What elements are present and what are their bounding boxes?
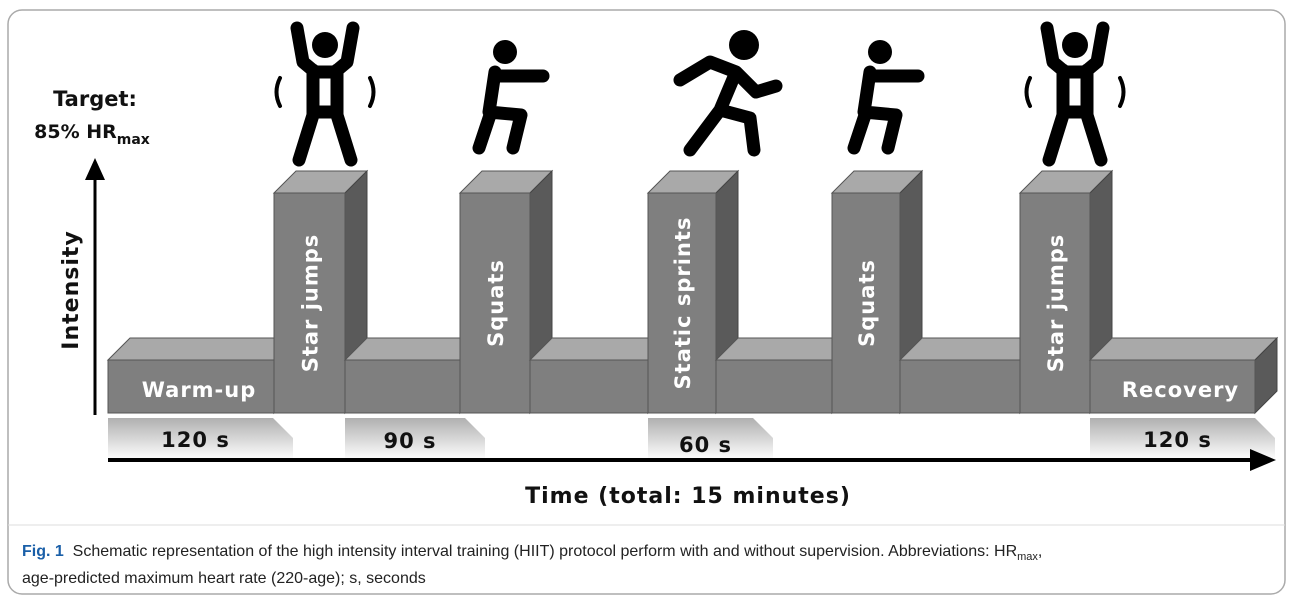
duration-band xyxy=(345,418,485,460)
frame xyxy=(7,9,1286,595)
caption-fig: Fig. 1 xyxy=(22,543,64,560)
block-front xyxy=(647,192,717,414)
icons xyxy=(274,21,1126,167)
block-front xyxy=(1019,192,1091,414)
duration-label: 120 s xyxy=(161,428,230,452)
arrow-head xyxy=(1250,449,1276,471)
block-top xyxy=(106,337,298,361)
block-front xyxy=(899,359,1021,414)
squat-icon xyxy=(472,40,550,155)
star-jump-icon xyxy=(1024,21,1126,167)
block-label: Recovery xyxy=(1122,378,1239,402)
time-label: Time (total: 15 minutes) xyxy=(525,484,851,509)
target-label: Target: xyxy=(53,87,137,111)
block-label: Static sprints xyxy=(671,217,695,390)
block-front xyxy=(1089,359,1256,414)
block-front xyxy=(273,192,346,414)
block-label: Warm-up xyxy=(142,378,257,402)
block-front xyxy=(459,192,531,414)
duration-label: 120 s xyxy=(1143,428,1212,452)
target-value: 85% HRmax xyxy=(34,121,150,148)
block-front xyxy=(344,359,461,414)
caption-line2: age-predicted maximum heart rate (220-ag… xyxy=(22,570,426,588)
caption-text-end: , xyxy=(1037,543,1043,560)
caption-text: Schematic representation of the high int… xyxy=(72,543,1018,560)
duration-band xyxy=(648,418,773,460)
block-top xyxy=(1088,337,1279,361)
intensity-label: Intensity xyxy=(59,230,84,349)
squat-icon xyxy=(847,40,925,155)
target-value-text: 85% HR xyxy=(34,121,117,143)
caption: Fig. 1 Schematic representation of the h… xyxy=(22,541,1272,590)
block-front xyxy=(715,359,833,414)
sprint-icon xyxy=(673,30,783,157)
blocks: Warm-up Star jumps Squats Static sprints Squ… xyxy=(106,169,1279,460)
block-front xyxy=(831,192,901,414)
block-label: Squats xyxy=(855,259,879,347)
star-jump-icon xyxy=(274,21,376,167)
block-label: Star jumps xyxy=(1044,234,1068,373)
caption-sub: max xyxy=(1017,551,1038,564)
duration-band xyxy=(1090,418,1275,460)
block-label: Star jumps xyxy=(299,234,323,373)
arrow-head xyxy=(85,158,105,180)
duration-band xyxy=(108,418,293,460)
block-label: Squats xyxy=(484,259,508,347)
duration-label: 90 s xyxy=(383,429,436,453)
duration-label: 60 s xyxy=(679,433,732,457)
target-sub: max xyxy=(117,132,150,148)
block-front xyxy=(107,359,275,414)
block-front xyxy=(529,359,649,414)
